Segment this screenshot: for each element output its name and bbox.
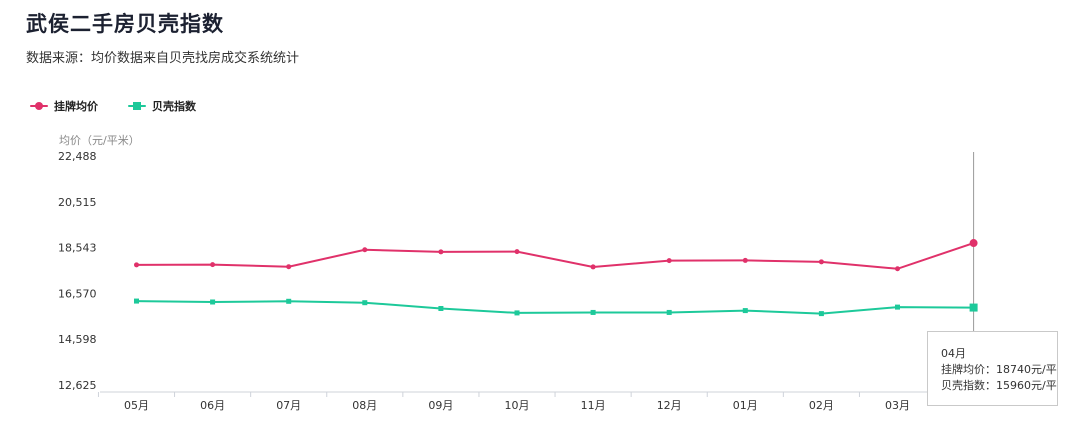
y-tick-label: 16,570 <box>58 287 97 300</box>
circle-marker-icon <box>30 101 48 111</box>
data-point[interactable] <box>969 239 978 248</box>
data-source-note: 数据来源：均价数据来自贝壳找房成交系统统计 <box>26 51 300 66</box>
x-tick-label: 05月 <box>124 399 149 412</box>
data-point[interactable] <box>895 266 900 272</box>
data-point[interactable] <box>818 311 824 317</box>
data-point[interactable] <box>666 258 672 264</box>
x-tick-label: 07月 <box>276 399 301 412</box>
y-tick-label: 14,598 <box>58 333 97 346</box>
data-point[interactable] <box>438 249 444 255</box>
x-axis-ticks: 05月 06月 07月 08月 09月 10月 11月 12月 01月 02月 03月 <box>97 392 1013 412</box>
data-point[interactable] <box>438 305 444 311</box>
legend-item-listing-price[interactable]: 挂牌均价 <box>30 98 98 114</box>
data-point[interactable] <box>514 310 520 316</box>
data-point[interactable] <box>742 308 748 314</box>
y-tick-label: 20,515 <box>58 196 97 209</box>
data-point[interactable] <box>286 264 292 270</box>
data-point[interactable] <box>286 298 292 304</box>
data-point[interactable] <box>134 298 139 304</box>
legend-label-beike-index: 贝壳指数 <box>152 100 196 113</box>
series-line <box>136 300 974 315</box>
data-point[interactable] <box>666 309 672 315</box>
data-point[interactable] <box>210 299 216 305</box>
data-point[interactable] <box>969 303 978 312</box>
x-tick-label: 11月 <box>581 399 606 412</box>
x-tick-label: 10月 <box>505 399 530 412</box>
data-point[interactable] <box>590 309 596 315</box>
y-tick-label: 12,625 <box>58 379 97 392</box>
square-marker-icon <box>128 101 146 111</box>
tooltip-month: 04月 <box>941 347 966 360</box>
page-title: 武侯二手房贝壳指数 <box>26 12 224 36</box>
data-point[interactable] <box>895 304 900 310</box>
x-tick-label: 01月 <box>733 399 758 412</box>
data-point[interactable] <box>134 262 139 268</box>
data-point[interactable] <box>514 249 520 255</box>
x-tick-label: 06月 <box>200 399 225 412</box>
x-tick-label: 09月 <box>428 399 453 412</box>
y-axis-ticks: 12,625 14,598 16,570 18,543 20,515 22,488 <box>58 150 97 392</box>
x-tick-label: 08月 <box>352 399 377 412</box>
chart-legend: 挂牌均价 贝壳指数 <box>30 98 196 114</box>
y-axis-unit-label: 均价（元/平米） <box>59 134 140 147</box>
data-point[interactable] <box>362 247 368 253</box>
x-tick-label: 03月 <box>885 399 910 412</box>
data-tooltip: 04月 挂牌均价：18740元/平 贝壳指数：15960元/平 <box>927 331 1058 406</box>
tooltip-listing-price: 挂牌均价：18740元/平 <box>941 363 1057 376</box>
series-layer <box>134 239 978 317</box>
y-tick-label: 18,543 <box>58 242 97 255</box>
y-tick-label: 22,488 <box>58 150 97 163</box>
data-point[interactable] <box>590 264 596 270</box>
data-point[interactable] <box>742 257 748 263</box>
series-line <box>136 242 974 270</box>
data-point[interactable] <box>362 300 368 306</box>
legend-item-beike-index[interactable]: 贝壳指数 <box>128 98 196 114</box>
data-point[interactable] <box>818 259 824 265</box>
legend-label-listing-price: 挂牌均价 <box>54 100 98 113</box>
x-tick-label: 12月 <box>657 399 682 412</box>
tooltip-beike-index: 贝壳指数：15960元/平 <box>941 379 1057 392</box>
x-tick-label: 02月 <box>809 399 834 412</box>
data-point[interactable] <box>210 262 216 268</box>
